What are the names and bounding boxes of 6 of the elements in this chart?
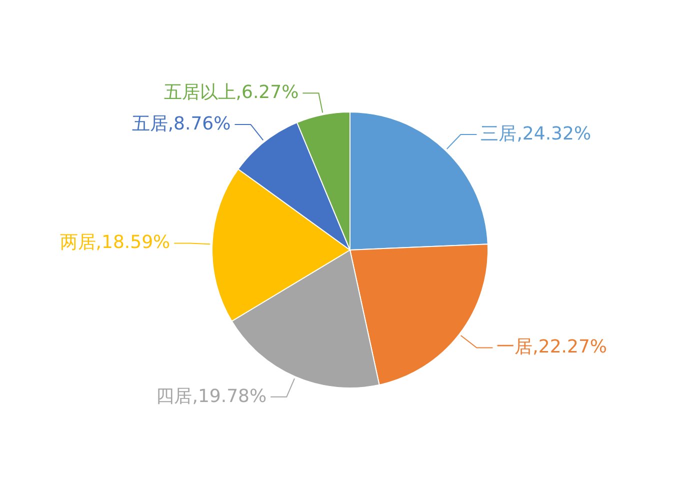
slice-label: 三居,24.32% xyxy=(480,123,592,144)
slice-label: 五居,8.76% xyxy=(132,114,231,135)
slice-label: 五居以上,6.27% xyxy=(164,82,299,104)
slice-label: 四居,19.78% xyxy=(156,386,267,407)
slice-label: 一居,22.27% xyxy=(496,336,608,358)
slice-label: 两居,18.59% xyxy=(60,232,170,254)
